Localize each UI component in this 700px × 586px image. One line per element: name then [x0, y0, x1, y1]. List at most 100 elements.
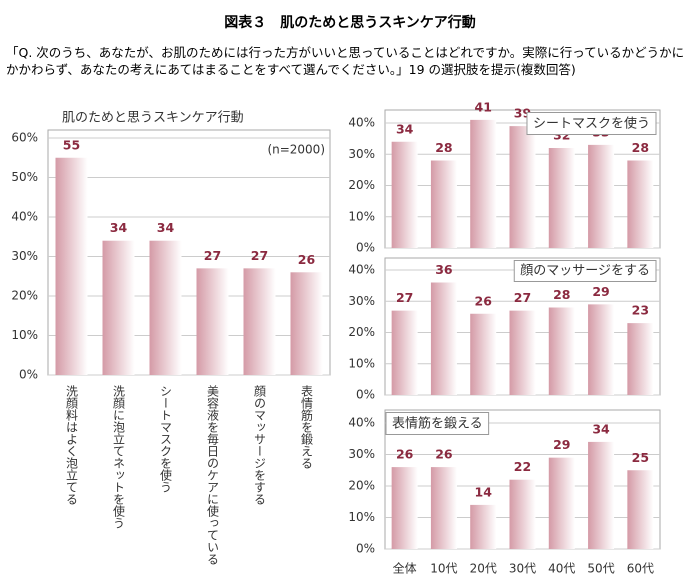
- bar: [509, 126, 536, 248]
- x-tick-label: 20代: [470, 562, 497, 576]
- bar: [548, 148, 575, 248]
- value-label: 22: [514, 459, 531, 474]
- y-tick-label: 0%: [356, 241, 375, 255]
- bar: [588, 441, 615, 549]
- bar: [149, 240, 182, 375]
- value-label: 34: [157, 220, 175, 235]
- bar: [55, 157, 88, 375]
- bar: [196, 268, 229, 375]
- value-label: 55: [63, 137, 80, 152]
- value-label: 34: [592, 421, 610, 436]
- bar: [509, 479, 536, 549]
- value-label: 28: [435, 140, 452, 155]
- y-tick-label: 10%: [348, 209, 375, 223]
- bar: [548, 307, 575, 395]
- bar: [548, 457, 575, 549]
- value-label: 26: [435, 447, 453, 462]
- x-tick-label: 50代: [587, 562, 614, 576]
- chart-title: 肌のためと思うスキンケア行動: [62, 111, 244, 126]
- value-label: 41: [475, 99, 492, 114]
- bar: [470, 313, 497, 395]
- chart-title-box: [385, 412, 490, 435]
- y-tick-label: 40%: [348, 263, 375, 277]
- chart-title: 表情筋を鍛える: [392, 416, 483, 432]
- bar: [470, 119, 497, 248]
- chart-title-box: [513, 260, 657, 282]
- y-tick-label: 40%: [11, 210, 38, 224]
- chart-title: シートマスクを使う: [533, 116, 650, 132]
- bar: [588, 144, 615, 248]
- value-label: 34: [396, 121, 414, 136]
- bar: [290, 272, 323, 375]
- bar: [627, 470, 654, 549]
- x-tick-label: 30代: [509, 562, 536, 576]
- y-tick-label: 10%: [348, 356, 375, 370]
- chart-title: 顔のマッサージをする: [520, 264, 650, 279]
- y-tick-label: 30%: [348, 294, 375, 308]
- x-tick-label: シートマスクを使う: [159, 385, 173, 493]
- chart-title-box: [526, 112, 657, 135]
- bar: [243, 268, 276, 375]
- y-tick-label: 20%: [348, 479, 375, 493]
- y-tick-label: 10%: [348, 510, 375, 524]
- value-label: 25: [632, 450, 649, 465]
- bar: [470, 504, 497, 549]
- bar: [509, 310, 536, 395]
- y-tick-label: 10%: [11, 328, 38, 342]
- bar: [430, 160, 457, 248]
- y-tick-label: 60%: [11, 131, 38, 145]
- bar: [391, 467, 418, 549]
- x-tick-label: 40代: [548, 562, 575, 576]
- value-label: 27: [204, 248, 221, 263]
- value-label: 26: [396, 447, 414, 462]
- y-tick-label: 0%: [356, 388, 375, 402]
- bar: [588, 304, 615, 395]
- x-tick-label: 表情筋を鍛える: [300, 385, 314, 469]
- y-tick-label: 20%: [348, 325, 375, 339]
- y-tick-label: 0%: [19, 368, 38, 382]
- x-tick-label: 60代: [627, 562, 654, 576]
- header: 図表３ 肌のためと思うスキンケア行動 「Q. 次のうち、あなたが、お肌のためには…: [0, 0, 700, 78]
- value-label: 28: [553, 287, 570, 302]
- value-label: 27: [396, 290, 413, 305]
- y-tick-label: 0%: [356, 542, 375, 556]
- bar: [430, 282, 457, 395]
- value-label: 29: [553, 437, 570, 452]
- value-label: 27: [514, 290, 531, 305]
- bar: [627, 323, 654, 395]
- y-tick-label: 30%: [11, 249, 38, 263]
- y-tick-label: 40%: [348, 416, 375, 430]
- value-label: 14: [475, 484, 493, 499]
- y-tick-label: 40%: [348, 116, 375, 130]
- x-tick-label: 洗顔料はよく泡立てる: [65, 385, 79, 505]
- question: 「Q. 次のうち、あなたが、お肌のためには行った方がいいと思っていることはどれで…: [6, 45, 685, 77]
- x-tick-label: 顔のマッサージをする: [253, 384, 267, 505]
- value-label: 28: [632, 140, 649, 155]
- value-label: 23: [632, 303, 649, 318]
- y-tick-label: 30%: [348, 147, 375, 161]
- y-tick-label: 20%: [348, 178, 375, 192]
- x-tick-label: 10代: [430, 562, 457, 576]
- value-label: 26: [475, 293, 493, 308]
- y-tick-label: 30%: [348, 447, 375, 461]
- bar: [391, 310, 418, 395]
- value-label: 36: [435, 262, 453, 277]
- value-label: 27: [251, 248, 268, 263]
- figure-title: 図表３ 肌のためと思うスキンケア行動: [224, 15, 476, 31]
- bar: [102, 240, 135, 375]
- value-label: 29: [592, 284, 609, 299]
- x-tick-label: 美容液を毎日のケアに使っている: [206, 385, 220, 565]
- x-tick-label: 洗顔に泡立てネットを使う: [112, 385, 126, 529]
- x-tick-label: 全体: [393, 561, 417, 576]
- bar: [430, 467, 457, 549]
- y-tick-label: 20%: [11, 289, 38, 303]
- plot-frame: [47, 129, 331, 376]
- note: (n=2000): [267, 143, 325, 157]
- value-label: 34: [110, 220, 128, 235]
- y-tick-label: 50%: [11, 170, 38, 184]
- bar: [627, 160, 654, 248]
- bar: [391, 141, 418, 248]
- value-label: 26: [298, 252, 316, 267]
